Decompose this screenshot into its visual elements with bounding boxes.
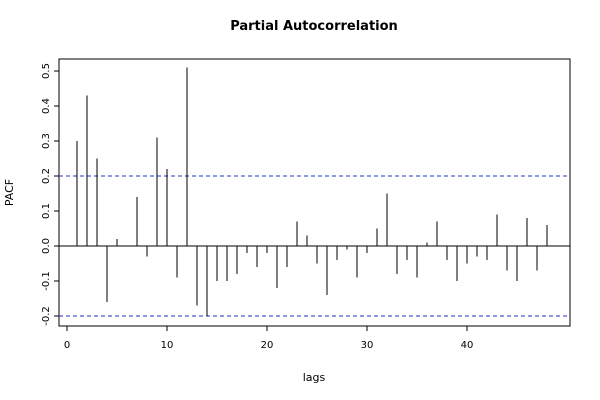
x-axis-label: lags — [303, 371, 326, 384]
y-tick-label: 0.3 — [41, 133, 52, 149]
x-tick-label: 30 — [361, 340, 374, 351]
y-tick-label: -0.2 — [41, 306, 52, 326]
x-tick-label: 40 — [461, 340, 474, 351]
confidence-band — [59, 175, 570, 317]
y-axis-label: PACF — [3, 179, 16, 206]
pacf-spikes — [76, 67, 548, 316]
y-axis: -0.2 -0.1 0.0 0.1 0.2 0.3 0.4 0.5 — [41, 63, 60, 326]
x-tick-label: 20 — [261, 340, 274, 351]
y-tick-label: -0.1 — [41, 271, 52, 291]
x-axis: 0 10 20 30 40 — [64, 325, 474, 351]
x-tick-label: 10 — [161, 340, 174, 351]
plot-frame — [58, 58, 571, 327]
y-tick-label: 0.5 — [41, 63, 52, 79]
y-tick-label: 0.4 — [41, 98, 52, 114]
y-tick-label: 0.2 — [41, 168, 52, 184]
y-tick-label: 0.0 — [41, 238, 52, 254]
y-tick-label: 0.1 — [41, 203, 52, 219]
chart-title: Partial Autocorrelation — [230, 19, 398, 34]
x-tick-label: 0 — [64, 340, 70, 351]
